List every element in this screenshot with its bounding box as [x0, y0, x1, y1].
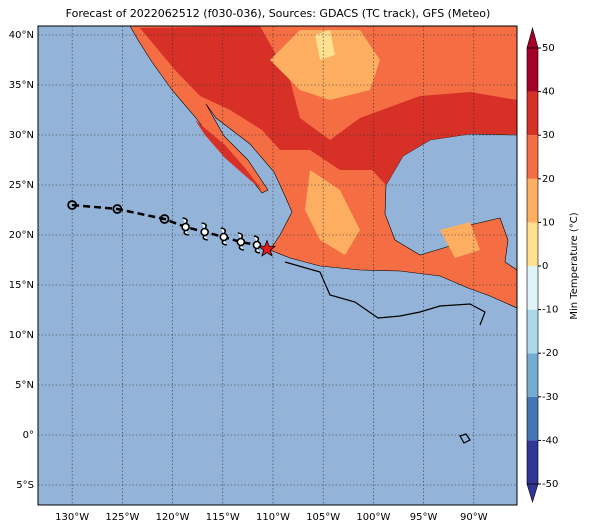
current-position [257, 239, 277, 257]
lon-label: 115°W [206, 512, 240, 523]
island [459, 433, 471, 444]
colorbar-bin [527, 396, 538, 441]
colorbar-tick-label: -40 [542, 435, 558, 446]
colorbar-tick-label: -20 [542, 348, 558, 359]
hurricane-symbol [181, 217, 190, 236]
track-point [112, 204, 123, 214]
map-area [38, 26, 517, 505]
hurricane-symbol [200, 222, 209, 241]
lon-label: 95°W [410, 512, 438, 523]
map-frame [37, 25, 518, 506]
colorbar-tick-label: 50 [542, 43, 555, 54]
colorbar-tick-label: -10 [542, 305, 558, 316]
hurricane-symbol [219, 227, 229, 246]
colorbar-label: Min Temperature (°C) [569, 212, 580, 319]
hurricane-symbol [252, 235, 262, 254]
colorbar-tick-label: 40 [542, 87, 555, 98]
colorbar-bin [527, 440, 538, 484]
colorbar-extend-high [526, 26, 539, 49]
lon-label: 100°W [356, 512, 390, 523]
colorbar-bin [527, 135, 538, 179]
lat-label: 15°N [9, 280, 34, 291]
colorbar-extend-low [526, 483, 539, 504]
hurricane-symbol [236, 232, 246, 251]
lat-label: 30°N [9, 130, 34, 141]
lon-label: 110°W [256, 512, 290, 523]
colorbar-tick-label: 0 [542, 261, 548, 272]
lon-label: 120°W [156, 512, 190, 523]
lon-label: 130°W [55, 512, 89, 523]
land-hot [195, 120, 262, 190]
colorbar-tick-label: -50 [542, 479, 558, 490]
colorbar-bin [527, 91, 538, 136]
track-point [67, 200, 78, 210]
colorbar-tick-label: 30 [542, 130, 555, 141]
land-hot [140, 26, 517, 185]
lon-label: 125°W [105, 512, 139, 523]
lon-label: 105°W [306, 512, 340, 523]
colorbar: -50 -40 -30 -20 -10 0 10 20 30 40 50 [526, 26, 558, 504]
lat-label: 20°N [9, 230, 34, 241]
lat-label: 10°N [9, 330, 34, 341]
colorbar-bin [527, 178, 538, 223]
lat-label: 40°N [9, 30, 34, 41]
land-cool [270, 30, 480, 258]
colorbar-tick-label: -30 [542, 392, 558, 403]
colorbar-bin [527, 48, 538, 92]
map-title: Forecast of 2022062512 (f030-036), Sourc… [66, 7, 491, 20]
lat-label: 5°N [15, 380, 34, 391]
colorbar-bin [527, 309, 538, 354]
lat-label: 25°N [9, 180, 34, 191]
lat-label: 0° [23, 430, 34, 441]
colorbar-bin [527, 266, 538, 310]
coastline [284, 261, 486, 326]
lon-label: 90°W [460, 512, 488, 523]
colorbar-bin [527, 353, 538, 397]
graticule [38, 26, 517, 505]
storm-track [67, 200, 277, 257]
lat-label: 5°S [16, 480, 34, 491]
colorbar-tick-label: 20 [542, 174, 555, 185]
colorbar-tick-label: 10 [542, 217, 555, 228]
land-cold-peak [315, 30, 335, 60]
colorbar-bin [527, 222, 538, 266]
lat-label: 35°N [9, 80, 34, 91]
track-point [159, 214, 170, 224]
